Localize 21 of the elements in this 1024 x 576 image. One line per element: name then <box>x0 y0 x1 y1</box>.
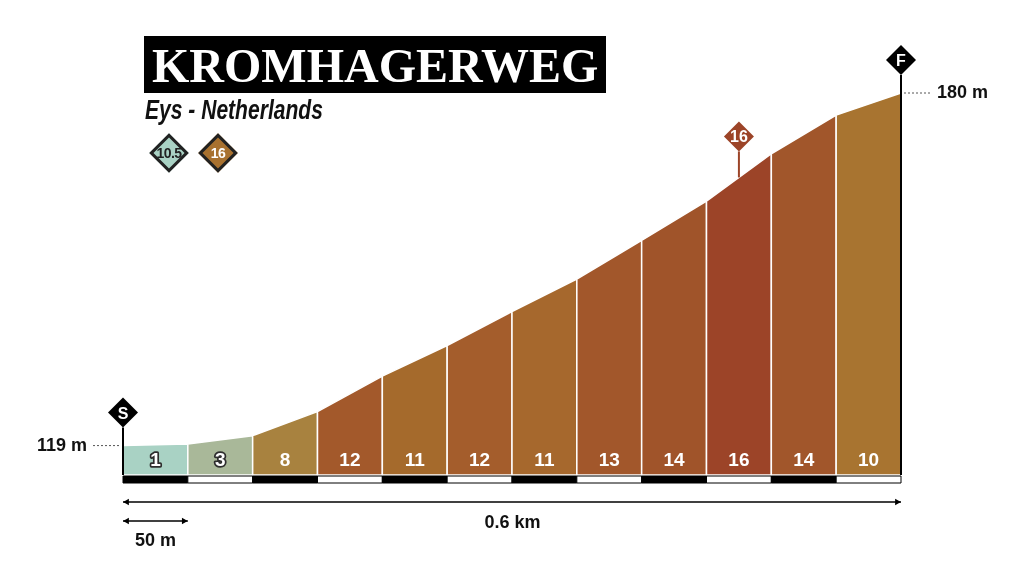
annotation: 16 <box>728 449 750 470</box>
x-axis-title: 0.6 km <box>484 511 541 532</box>
annotation: 8 <box>279 449 291 470</box>
annotation: 16 <box>730 128 748 146</box>
annotation: 3 <box>214 449 226 470</box>
annotation: 12 <box>469 449 491 470</box>
text: 119 m <box>36 434 87 455</box>
annotation: 14 <box>663 449 686 470</box>
text: 50 m <box>134 530 176 550</box>
annotation: 12 <box>339 449 361 470</box>
annotation: F <box>896 52 907 69</box>
chart-title: KROMHAGERWEG <box>144 36 607 93</box>
annotation: 14 <box>793 449 815 470</box>
annotation: 10 <box>858 449 880 470</box>
annotation: 11 <box>404 449 426 470</box>
text: 180 m <box>937 82 989 102</box>
annotation: 1 <box>150 449 162 470</box>
chart-subtitle: Eys - Netherlands <box>145 95 323 126</box>
annotation: 13 <box>598 449 620 470</box>
annotation: 11 <box>534 449 555 470</box>
annotation: S <box>117 404 129 422</box>
